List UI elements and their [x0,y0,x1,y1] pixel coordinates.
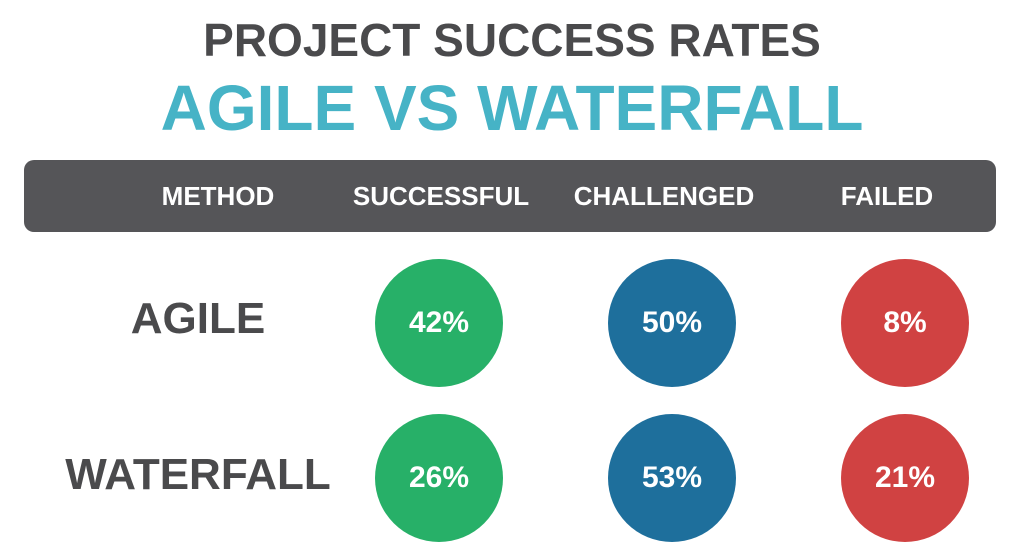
header-bar: METHOD SUCCESSFUL CHALLENGED FAILED [24,160,996,232]
value-circle-waterfall-failed: 21% [841,414,969,542]
header-method: METHOD [161,181,275,211]
value-circle-waterfall-challenged: 53% [608,414,736,542]
row-label-agile: AGILE [130,294,266,343]
row-label-waterfall: WATERFALL [65,450,331,499]
header-challenged: CHALLENGED [573,181,755,211]
header-successful: SUCCESSFUL [352,181,530,211]
header-failed: FAILED [840,181,934,211]
value-circle-agile-failed: 8% [841,259,969,387]
value-circle-waterfall-successful: 26% [375,414,503,542]
value-circle-agile-challenged: 50% [608,259,736,387]
chart-subtitle: AGILE VS WATERFALL [160,72,864,144]
chart-title: PROJECT SUCCESS RATES [203,14,821,66]
value-circle-agile-successful: 42% [375,259,503,387]
